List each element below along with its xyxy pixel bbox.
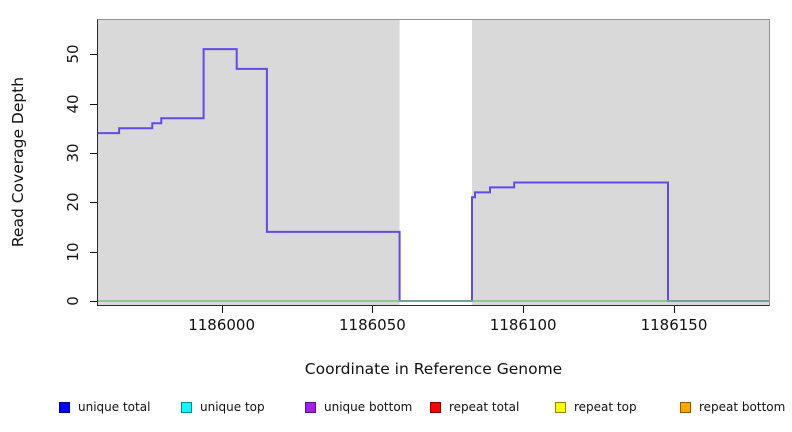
coverage-plot-svg [98, 20, 769, 305]
legend-label: repeat total [449, 400, 520, 414]
legend-item-unique-total: unique total [59, 398, 150, 416]
legend-label: unique bottom [324, 400, 413, 414]
legend-label: repeat top [574, 400, 637, 414]
y-axis-tick-label: 10 [64, 242, 82, 262]
y-axis-tick [90, 103, 97, 105]
x-axis-tick [372, 306, 374, 313]
legend-label: repeat bottom [699, 400, 786, 414]
y-axis-tick [90, 301, 97, 302]
y-axis-tick [90, 152, 97, 154]
x-axis-label: Coordinate in Reference Genome [304, 360, 563, 378]
x-axis-tick [221, 306, 223, 313]
legend-swatch-repeat-bottom-icon [680, 401, 691, 413]
y-axis-label: Read Coverage Depth [9, 76, 27, 248]
legend-swatch-repeat-top-icon [555, 401, 566, 413]
x-axis-tick-label: 1186100 [489, 316, 557, 334]
x-axis-tick-label: 1186000 [188, 316, 255, 334]
legend-swatch-repeat-total-icon [430, 401, 441, 413]
y-axis-tick [90, 54, 97, 56]
legend-label: unique top [200, 400, 265, 414]
y-axis-tick [90, 202, 97, 204]
y-axis-tick [90, 251, 97, 253]
legend-label: unique total [78, 400, 151, 414]
legend-swatch-unique-total-icon [59, 401, 70, 413]
legend-item-unique-top: unique top [181, 398, 265, 416]
x-axis-tick [523, 306, 525, 313]
x-axis-tick-label: 1186050 [338, 316, 406, 334]
legend-item-repeat-top: repeat top [555, 398, 637, 416]
y-axis-tick-label: 30 [64, 143, 82, 163]
legend-swatch-unique-top-icon [181, 401, 192, 413]
y-axis-tick-label: 20 [64, 192, 82, 212]
legend-item-unique-bottom: unique bottom [305, 398, 412, 416]
plot-area [97, 19, 770, 306]
legend: unique total unique top unique bottom re… [0, 398, 792, 416]
x-axis-tick [674, 306, 675, 313]
y-axis-tick-label: 0 [64, 296, 82, 306]
legend-item-repeat-bottom: repeat bottom [680, 398, 785, 416]
coverage-step-line [98, 48, 769, 302]
y-axis-tick-label: 50 [64, 44, 82, 64]
legend-item-repeat-total: repeat total [430, 398, 519, 416]
x-axis-tick-label: 1186150 [640, 316, 708, 334]
y-axis-tick-label: 40 [64, 93, 82, 114]
gap-highlight-region [399, 20, 472, 305]
legend-swatch-unique-bottom-icon [305, 401, 316, 413]
